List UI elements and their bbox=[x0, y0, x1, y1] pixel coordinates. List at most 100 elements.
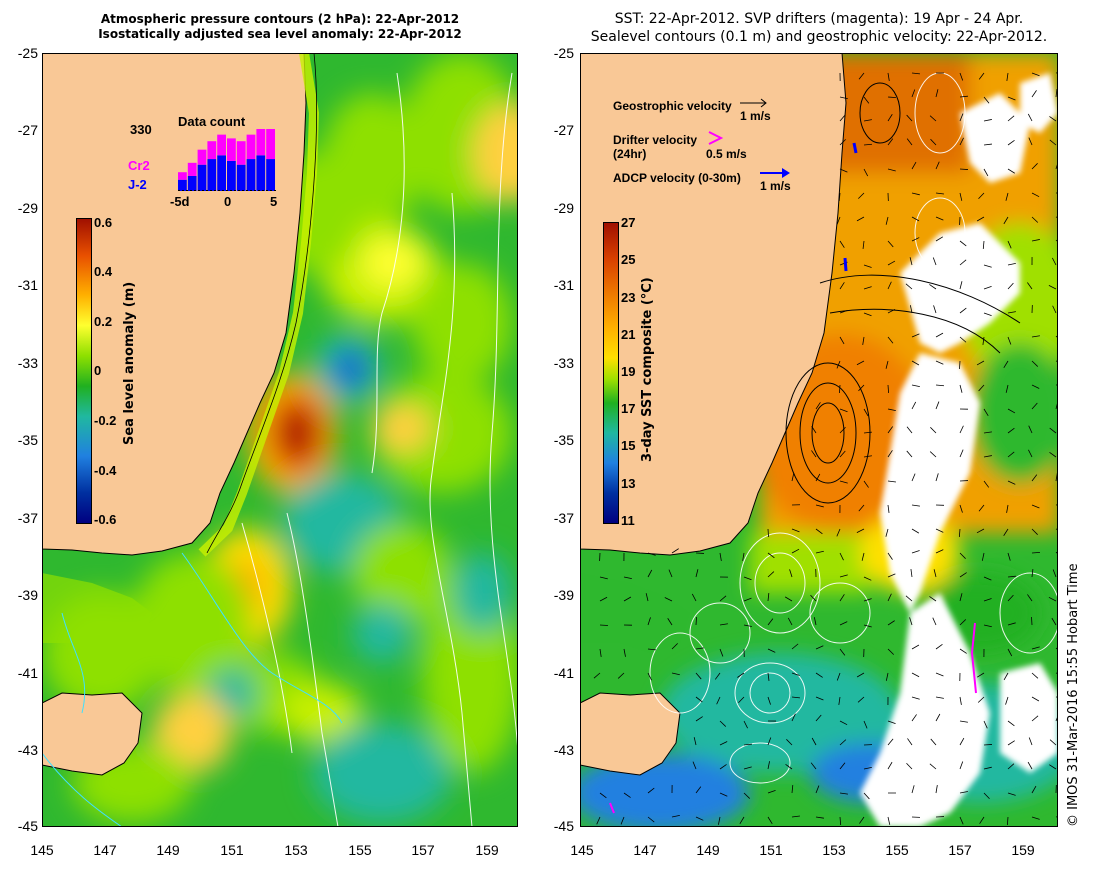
velocity-arrow bbox=[647, 617, 651, 626]
velocity-arrow bbox=[983, 720, 988, 729]
velocity-arrow bbox=[791, 784, 794, 794]
velocity-arrow bbox=[935, 549, 944, 554]
histogram-bar-cr2 bbox=[217, 134, 226, 156]
right-x-tick: 145 bbox=[570, 842, 594, 858]
velocity-arrow bbox=[935, 332, 944, 338]
credit-text: © IMOS 31-Mar-2016 15:55 Hobart Time bbox=[1066, 563, 1081, 827]
velocity-arrow bbox=[596, 816, 601, 825]
velocity-arrow bbox=[695, 647, 704, 650]
velocity-arrow bbox=[959, 72, 964, 81]
velocity-arrow bbox=[767, 672, 770, 681]
velocity-arrow bbox=[887, 281, 892, 290]
left-colorbar bbox=[76, 218, 92, 524]
velocity-arrow bbox=[959, 791, 968, 794]
velocity-arrow bbox=[839, 762, 846, 770]
velocity-arrow bbox=[767, 816, 773, 824]
velocity-arrow bbox=[811, 737, 817, 746]
velocity-arrow bbox=[863, 480, 869, 488]
right-cbar-tick: 15 bbox=[621, 438, 636, 453]
velocity-arrow bbox=[911, 714, 917, 722]
velocity-arrow bbox=[1028, 137, 1033, 146]
velocity-arrow bbox=[959, 696, 962, 705]
velocity-arrow bbox=[862, 336, 865, 345]
velocity-arrow bbox=[599, 648, 602, 657]
velocity-arrow bbox=[887, 552, 893, 560]
velocity-arrow bbox=[815, 714, 822, 722]
left-cbar-tick: -0.6 bbox=[94, 512, 117, 527]
velocity-arrow bbox=[1007, 720, 1015, 727]
velocity-arrow bbox=[959, 720, 968, 723]
velocity-arrow bbox=[1052, 569, 1057, 578]
velocity-arrow bbox=[743, 576, 752, 581]
velocity-arrow bbox=[1007, 575, 1016, 578]
velocity-arrow bbox=[1007, 648, 1013, 657]
velocity-arrow bbox=[743, 597, 752, 602]
histogram-bar-cr2 bbox=[227, 138, 236, 161]
legend-adcp-scale: 1 m/s bbox=[760, 179, 791, 193]
velocity-arrow bbox=[645, 593, 649, 602]
velocity-arrow bbox=[885, 360, 889, 369]
velocity-arrow bbox=[1007, 427, 1015, 434]
velocity-arrow bbox=[719, 648, 724, 657]
left-y-tick: -27 bbox=[17, 122, 38, 138]
velocity-arrow bbox=[863, 624, 872, 628]
velocity-arrow bbox=[1052, 305, 1057, 314]
velocity-arrow bbox=[791, 528, 800, 533]
histogram-bar-j2 bbox=[197, 164, 207, 191]
velocity-arrow bbox=[1006, 816, 1009, 826]
velocity-arrow bbox=[695, 716, 703, 722]
velocity-arrow bbox=[836, 672, 841, 681]
velocity-arrow bbox=[1031, 163, 1038, 170]
velocity-arrow bbox=[1005, 384, 1009, 393]
velocity-arrow bbox=[983, 286, 992, 290]
velocity-arrow bbox=[983, 168, 989, 177]
inset-title: Data count bbox=[178, 114, 246, 129]
velocity-arrow bbox=[815, 473, 821, 482]
velocity-arrow bbox=[977, 696, 985, 703]
velocity-arrow bbox=[1049, 739, 1057, 746]
left-x-tick: 157 bbox=[411, 842, 435, 858]
velocity-arrow bbox=[887, 426, 893, 434]
velocity-arrow bbox=[929, 451, 937, 458]
legend-drifter-sub: (24hr) bbox=[613, 147, 647, 161]
velocity-arrow bbox=[691, 593, 697, 602]
right-title-line1: SST: 22-Apr-2012. SVP drifters (magenta)… bbox=[614, 11, 1024, 27]
right-cbar-tick: 13 bbox=[621, 476, 636, 491]
velocity-arrow bbox=[785, 763, 793, 770]
velocity-arrow bbox=[930, 138, 937, 146]
velocity-arrow bbox=[911, 237, 920, 242]
velocity-arrow bbox=[1007, 408, 1016, 414]
velocity-arrow bbox=[1007, 282, 1014, 290]
velocity-arrow bbox=[932, 257, 937, 266]
velocity-arrow bbox=[767, 618, 774, 626]
velocity-arrow bbox=[1007, 740, 1015, 746]
velocity-arrow bbox=[839, 648, 846, 656]
inset-x-label: -5d bbox=[170, 194, 190, 209]
left-y-tick: -29 bbox=[17, 200, 38, 216]
velocity-arrow bbox=[1006, 72, 1009, 81]
velocity-arrow bbox=[1027, 594, 1033, 602]
velocity-arrow bbox=[976, 672, 985, 678]
right-cbar-tick: 17 bbox=[621, 401, 636, 416]
velocity-arrow bbox=[599, 596, 608, 602]
velocity-arrow bbox=[1049, 116, 1057, 122]
velocity-arrow bbox=[982, 336, 985, 345]
velocity-arrow bbox=[839, 621, 848, 626]
histogram-bar-cr2 bbox=[236, 141, 246, 165]
left-sea-level-map bbox=[42, 53, 518, 827]
velocity-arrow bbox=[959, 384, 963, 393]
velocity-arrow bbox=[978, 192, 985, 200]
velocity-arrow bbox=[856, 672, 865, 678]
velocity-arrow bbox=[1003, 216, 1009, 225]
velocity-arrow bbox=[976, 360, 985, 366]
left-cbar-tick: 0 bbox=[94, 363, 102, 378]
velocity-arrow bbox=[815, 402, 821, 410]
velocity-arrow bbox=[742, 552, 745, 561]
left-title: Atmospheric pressure contours (2 hPa): 2… bbox=[42, 12, 518, 42]
velocity-arrow bbox=[1007, 763, 1015, 770]
velocity-arrow bbox=[911, 360, 920, 366]
velocity-arrow bbox=[1031, 552, 1041, 554]
velocity-arrow bbox=[887, 72, 890, 81]
velocity-arrow bbox=[1005, 192, 1009, 201]
velocity-arrow bbox=[1031, 504, 1040, 509]
